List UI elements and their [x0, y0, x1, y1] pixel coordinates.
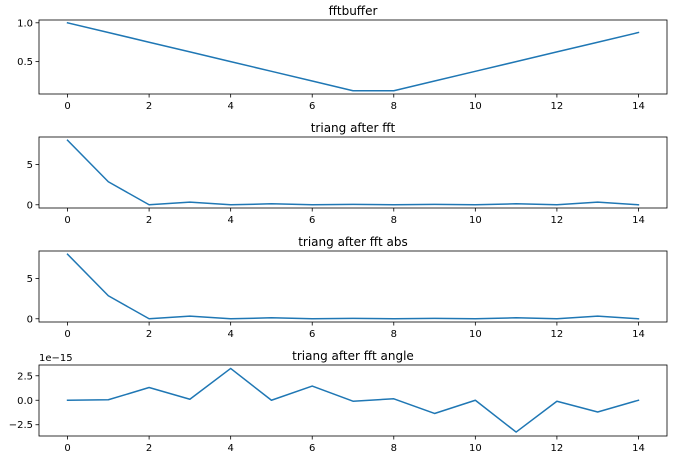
- y-tick-label: 0.0: [17, 396, 33, 407]
- chart-title: triang after fft: [311, 121, 396, 135]
- axes-frame: [38, 136, 668, 209]
- axes-frame: [38, 19, 668, 95]
- x-tick-label: 0: [64, 101, 70, 112]
- x-tick-label: 4: [227, 329, 233, 340]
- x-tick-label: 2: [146, 101, 152, 112]
- subplot-2: triang after fft 0 2 4 6 8 10 12 14 0 5: [27, 121, 668, 226]
- series-line: [66, 21, 640, 92]
- x-tick-label: 0: [64, 443, 70, 454]
- x-tick-label: 10: [469, 101, 482, 112]
- y-tick-label: 0.5: [17, 57, 33, 68]
- x-tick-label: 0: [64, 329, 70, 340]
- y-tick-label: 0: [27, 314, 33, 325]
- x-tick-label: 8: [391, 443, 397, 454]
- x-tick-label: 14: [632, 215, 645, 226]
- x-tick-label: 10: [469, 443, 482, 454]
- x-tick-label: 2: [146, 329, 152, 340]
- x-tick-label: 12: [551, 215, 564, 226]
- x-tick-label: 4: [227, 443, 233, 454]
- x-tick-label: 6: [309, 443, 315, 454]
- x-tick-label: 6: [309, 101, 315, 112]
- x-tick-label: 8: [391, 101, 397, 112]
- x-tick-label: 8: [391, 215, 397, 226]
- x-tick-label: 6: [309, 329, 315, 340]
- series-line: [66, 253, 640, 320]
- chart-title: triang after fft abs: [298, 235, 408, 249]
- y-tick-label: 5: [27, 274, 33, 285]
- x-tick-label: 2: [146, 215, 152, 226]
- x-tick-label: 4: [227, 215, 233, 226]
- subplot-4: triang after fft angle 0 2 4 6 8 10 12 14 −2.5 0.0…: [9, 349, 668, 454]
- x-tick-label: 10: [469, 215, 482, 226]
- chart-title: fftbuffer: [329, 4, 378, 18]
- y-tick-label: 0: [27, 200, 33, 211]
- y-tick-label: 2.5: [17, 371, 33, 382]
- subplot-1: fftbuffer 0 2 4 6 8 10 12 14 0.5 1.0: [17, 4, 668, 112]
- subplot-3: triang after fft abs 0 2 4 6 8 10 12 14 0 5: [27, 235, 668, 340]
- x-tick-label: 10: [469, 329, 482, 340]
- x-tick-label: 14: [632, 443, 645, 454]
- axes-frame: [38, 250, 668, 323]
- series-line: [66, 139, 640, 206]
- x-tick-label: 6: [309, 215, 315, 226]
- y-tick-label: 5: [27, 160, 33, 171]
- x-tick-label: 0: [64, 215, 70, 226]
- x-tick-label: 14: [632, 329, 645, 340]
- x-tick-label: 4: [227, 101, 233, 112]
- subplots: fftbuffer 0 2 4 6 8 10 12 14 0.5 1.0 triang after f…: [9, 4, 668, 454]
- chart-title: triang after fft angle: [292, 349, 414, 363]
- x-tick-label: 12: [551, 443, 564, 454]
- x-tick-label: 12: [551, 329, 564, 340]
- series-line: [66, 367, 640, 433]
- x-tick-label: 8: [391, 329, 397, 340]
- y-tick-label: −2.5: [9, 420, 33, 431]
- x-tick-label: 12: [551, 101, 564, 112]
- x-tick-label: 2: [146, 443, 152, 454]
- y-offset-label: 1e−15: [39, 353, 73, 364]
- y-tick-label: 1.0: [17, 18, 33, 29]
- x-tick-label: 14: [632, 101, 645, 112]
